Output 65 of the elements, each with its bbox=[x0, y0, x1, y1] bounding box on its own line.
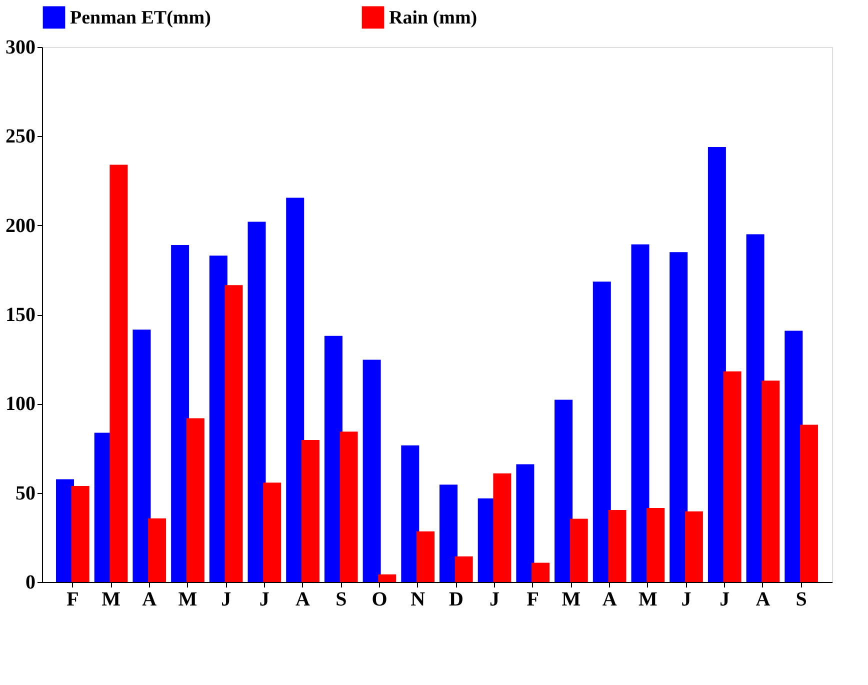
y-tick-label: 100 bbox=[6, 393, 36, 416]
bar bbox=[570, 518, 588, 582]
bar bbox=[248, 222, 266, 582]
bar bbox=[708, 147, 726, 582]
x-tick-label: M bbox=[178, 588, 198, 610]
bar bbox=[631, 244, 650, 582]
bar bbox=[440, 484, 458, 582]
bar bbox=[148, 518, 166, 582]
bar bbox=[516, 464, 534, 582]
bar bbox=[746, 234, 764, 582]
bar bbox=[401, 445, 420, 582]
x-tick-label: A bbox=[296, 588, 311, 610]
x-tick-label: N bbox=[410, 588, 426, 610]
x-tick-label: J bbox=[259, 588, 270, 610]
x-tick-label: F bbox=[66, 588, 79, 610]
bar bbox=[670, 252, 688, 582]
bar bbox=[532, 562, 550, 582]
bar bbox=[301, 440, 320, 582]
x-tick-label: D bbox=[448, 588, 464, 610]
x-tick-label: M bbox=[562, 588, 581, 610]
x-tick-label: A bbox=[142, 588, 158, 610]
bar bbox=[608, 510, 626, 582]
x-tick-label: S bbox=[336, 588, 347, 610]
y-tick-label: 250 bbox=[6, 126, 36, 148]
bar bbox=[493, 473, 512, 582]
x-tick-label: J bbox=[490, 588, 500, 610]
bar bbox=[186, 418, 204, 582]
bar bbox=[784, 330, 803, 582]
x-tick-label: J bbox=[221, 588, 232, 610]
bar bbox=[554, 400, 573, 582]
x-tick-label: A bbox=[602, 588, 618, 610]
bar bbox=[592, 282, 611, 582]
x-tick-label: M bbox=[638, 588, 658, 610]
bar bbox=[362, 360, 381, 582]
y-tick-label: 0 bbox=[26, 572, 36, 594]
bar bbox=[684, 511, 703, 582]
bar bbox=[132, 330, 151, 582]
bar bbox=[340, 432, 358, 582]
y-tick-label: 200 bbox=[6, 214, 36, 237]
bar bbox=[454, 556, 473, 582]
bar bbox=[800, 424, 818, 582]
x-tick-label: F bbox=[526, 588, 539, 610]
bar bbox=[71, 486, 90, 582]
x-tick-label: A bbox=[756, 588, 771, 610]
x-tick-label: M bbox=[102, 588, 121, 610]
legend-label: Rain (mm) bbox=[389, 7, 478, 28]
bar bbox=[263, 482, 282, 582]
bar bbox=[646, 508, 665, 582]
bar bbox=[762, 380, 780, 582]
bar bbox=[378, 574, 396, 582]
x-tick-label: O bbox=[372, 588, 388, 610]
y-tick-label: 150 bbox=[6, 304, 36, 326]
legend-label: Penman ET(mm) bbox=[70, 7, 211, 28]
bar bbox=[723, 371, 742, 582]
y-tick-label: 50 bbox=[16, 482, 36, 504]
x-tick-label: J bbox=[720, 588, 730, 610]
bar bbox=[110, 164, 128, 582]
bar bbox=[171, 244, 190, 582]
bar bbox=[224, 285, 243, 582]
bar bbox=[324, 336, 342, 582]
y-tick-label: 300 bbox=[6, 36, 36, 58]
bar bbox=[286, 198, 304, 582]
bar bbox=[416, 531, 434, 582]
x-tick-label: J bbox=[681, 588, 692, 610]
x-tick-label: S bbox=[796, 588, 807, 610]
